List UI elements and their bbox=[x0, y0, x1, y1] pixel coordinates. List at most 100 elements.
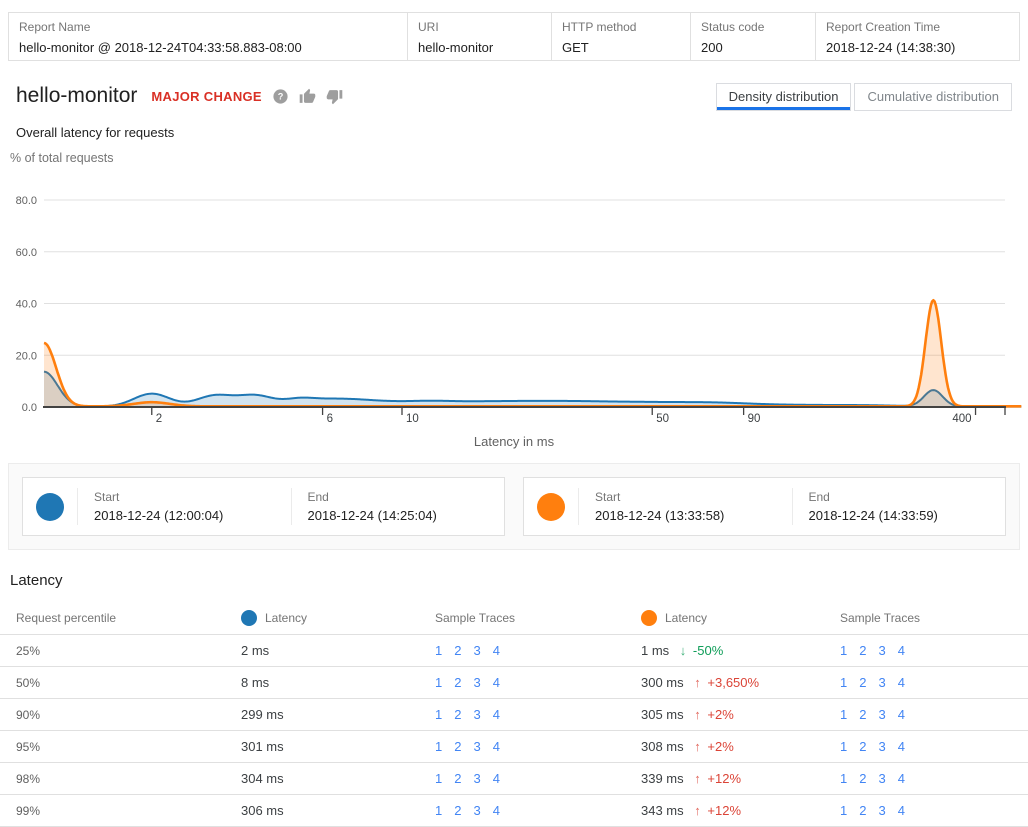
svg-text:2: 2 bbox=[156, 413, 162, 425]
trace-link[interactable]: 3 bbox=[473, 643, 481, 658]
change-percent: +2% bbox=[707, 707, 734, 722]
time-window-card: Start 2018-12-24 (13:33:58) End 2018-12-… bbox=[523, 477, 1006, 536]
trace-link[interactable]: 4 bbox=[492, 803, 500, 818]
comparison-latency-value: 305 ms bbox=[641, 707, 684, 722]
request-percentile-value: 50% bbox=[16, 675, 41, 690]
comparison-latency-cell: 300 ms ↑ +3,650% bbox=[641, 675, 840, 690]
trace-link[interactable]: 3 bbox=[878, 707, 886, 722]
thumbs-down-icon[interactable] bbox=[326, 88, 343, 105]
baseline-latency-value: 8 ms bbox=[241, 675, 270, 690]
trace-link[interactable]: 3 bbox=[878, 675, 886, 690]
latency-density-chart: 0.0 20.0 40.0 60.0 80.0 2 6 10 50 90 400 bbox=[16, 195, 1022, 425]
trace-link[interactable]: 4 bbox=[897, 707, 905, 722]
trace-link[interactable]: 4 bbox=[897, 675, 905, 690]
trace-link[interactable]: 4 bbox=[897, 739, 905, 754]
trace-link[interactable]: 2 bbox=[454, 643, 462, 658]
trace-link[interactable]: 4 bbox=[897, 803, 905, 818]
change-percent: +12% bbox=[707, 803, 742, 818]
trace-link[interactable]: 3 bbox=[473, 707, 481, 722]
trace-link[interactable]: 3 bbox=[878, 803, 886, 818]
trace-link[interactable]: 3 bbox=[878, 643, 886, 658]
trace-link[interactable]: 4 bbox=[492, 643, 500, 658]
report-header-field-label: Report Creation Time bbox=[826, 20, 941, 34]
baseline-latency-value: 299 ms bbox=[241, 707, 284, 722]
trace-link[interactable]: 2 bbox=[859, 771, 867, 786]
svg-text:80.0: 80.0 bbox=[16, 195, 37, 207]
trace-link[interactable]: 1 bbox=[435, 643, 443, 658]
trace-link[interactable]: 4 bbox=[492, 675, 500, 690]
trace-link[interactable]: 2 bbox=[454, 803, 462, 818]
trace-link[interactable]: 3 bbox=[878, 739, 886, 754]
trace-link[interactable]: 1 bbox=[840, 771, 848, 786]
trace-link[interactable]: 3 bbox=[473, 675, 481, 690]
distribution-tab[interactable]: Cumulative distribution bbox=[854, 83, 1012, 111]
report-header-field: Report Name hello-monitor @ 2018-12-24T0… bbox=[9, 13, 407, 60]
latency-section-heading: Latency bbox=[10, 572, 63, 589]
trace-link[interactable]: 2 bbox=[859, 707, 867, 722]
baseline-latency-value: 2 ms bbox=[241, 643, 270, 658]
trace-link[interactable]: 1 bbox=[840, 707, 848, 722]
trace-link[interactable]: 4 bbox=[492, 771, 500, 786]
trace-link[interactable]: 1 bbox=[435, 803, 443, 818]
start-value: 2018-12-24 (12:00:04) bbox=[94, 508, 224, 523]
column-sample-traces-baseline: Sample Traces bbox=[435, 610, 516, 625]
trace-link[interactable]: 2 bbox=[859, 803, 867, 818]
trace-link[interactable]: 2 bbox=[454, 771, 462, 786]
column-latency-baseline: Latency bbox=[241, 609, 435, 626]
trace-link[interactable]: 3 bbox=[473, 739, 481, 754]
trace-link[interactable]: 3 bbox=[473, 803, 481, 818]
trace-link[interactable]: 4 bbox=[897, 643, 905, 658]
trace-link[interactable]: 1 bbox=[435, 771, 443, 786]
comparison-latency-value: 339 ms bbox=[641, 771, 684, 786]
title-row: hello-monitor MAJOR CHANGE ? Density dis… bbox=[16, 82, 1012, 111]
trace-link[interactable]: 4 bbox=[492, 707, 500, 722]
trace-link[interactable]: 2 bbox=[454, 707, 462, 722]
time-window-end: End 2018-12-24 (14:33:59) bbox=[791, 488, 1006, 525]
change-arrow-icon: ↑ bbox=[694, 771, 701, 786]
trace-link[interactable]: 3 bbox=[878, 771, 886, 786]
report-header-field-value: 2018-12-24 (14:38:30) bbox=[826, 40, 956, 55]
trace-link[interactable]: 1 bbox=[435, 707, 443, 722]
report-header-field: Report Creation Time 2018-12-24 (14:38:3… bbox=[815, 13, 1019, 60]
trace-link[interactable]: 2 bbox=[859, 643, 867, 658]
trace-link[interactable]: 1 bbox=[840, 643, 848, 658]
report-header-field: Status code 200 bbox=[690, 13, 815, 60]
change-percent: +12% bbox=[707, 771, 742, 786]
end-value: 2018-12-24 (14:25:04) bbox=[307, 508, 437, 523]
svg-text:6: 6 bbox=[327, 413, 333, 425]
report-header-field: HTTP method GET bbox=[551, 13, 690, 60]
time-window-start: Start 2018-12-24 (12:00:04) bbox=[77, 488, 291, 525]
svg-text:50: 50 bbox=[656, 413, 669, 425]
request-percentile-value: 98% bbox=[16, 771, 41, 786]
change-arrow-icon: ↑ bbox=[694, 803, 701, 818]
orange-series-dot bbox=[641, 609, 657, 626]
comparison-latency-cell: 343 ms ↑ +12% bbox=[641, 803, 840, 818]
report-header-field-value: hello-monitor @ 2018-12-24T04:33:58.883-… bbox=[19, 40, 302, 55]
thumbs-up-icon[interactable] bbox=[299, 88, 316, 105]
trace-link[interactable]: 2 bbox=[454, 739, 462, 754]
time-window-end: End 2018-12-24 (14:25:04) bbox=[290, 488, 505, 525]
comparison-latency-cell: 308 ms ↑ +2% bbox=[641, 739, 840, 754]
trace-link[interactable]: 2 bbox=[454, 675, 462, 690]
trace-link[interactable]: 1 bbox=[840, 803, 848, 818]
trace-link[interactable]: 2 bbox=[859, 739, 867, 754]
series-color-dot bbox=[36, 492, 64, 521]
baseline-latency-value: 304 ms bbox=[241, 771, 284, 786]
trace-link[interactable]: 4 bbox=[492, 739, 500, 754]
distribution-tab[interactable]: Density distribution bbox=[715, 83, 852, 111]
trace-link[interactable]: 1 bbox=[435, 675, 443, 690]
trace-link[interactable]: 1 bbox=[840, 739, 848, 754]
trace-link[interactable]: 1 bbox=[840, 675, 848, 690]
trace-link[interactable]: 2 bbox=[859, 675, 867, 690]
help-icon[interactable]: ? bbox=[272, 88, 289, 105]
trace-link[interactable]: 4 bbox=[897, 771, 905, 786]
trace-link[interactable]: 1 bbox=[435, 739, 443, 754]
trace-link[interactable]: 3 bbox=[473, 771, 481, 786]
start-value: 2018-12-24 (13:33:58) bbox=[595, 508, 725, 523]
